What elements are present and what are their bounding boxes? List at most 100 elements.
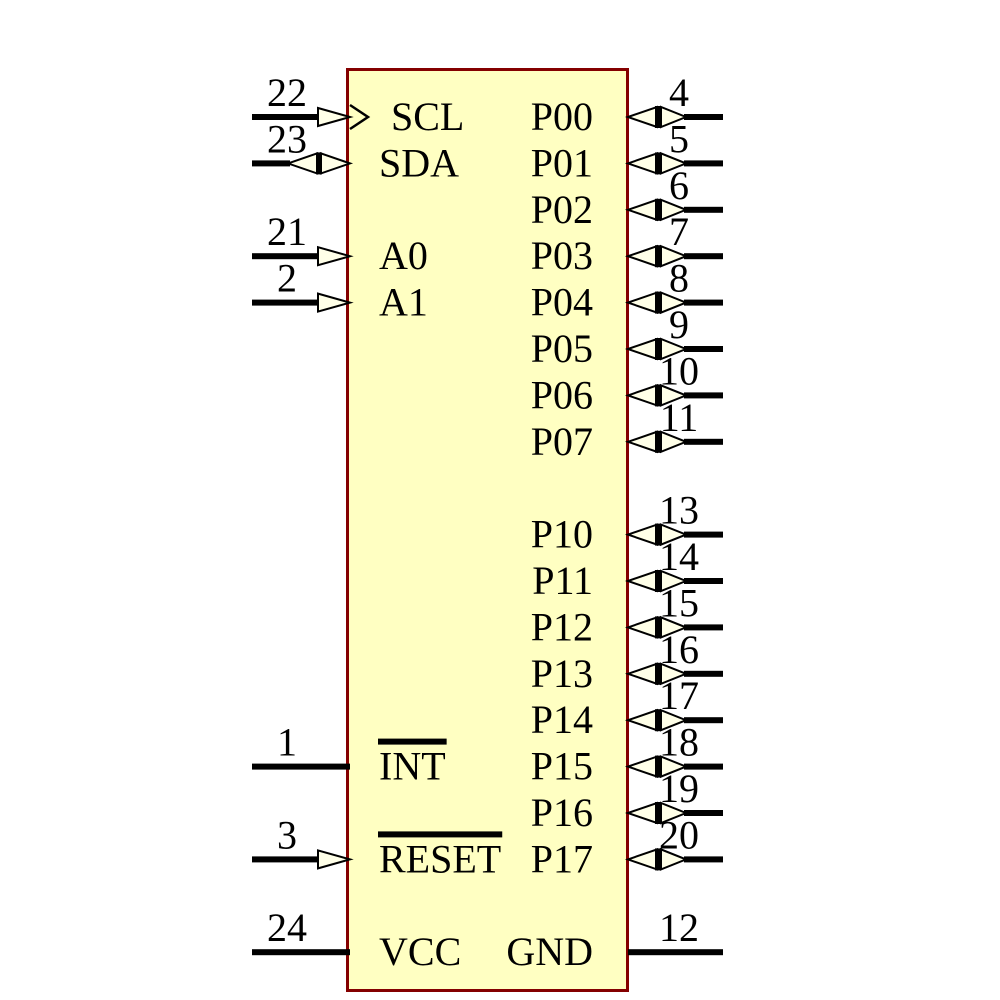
pin-number: 11 bbox=[660, 395, 699, 440]
bidirectional-arrow-icon bbox=[624, 662, 658, 686]
pin-number: 10 bbox=[659, 348, 699, 393]
pin-P04: 8 P04 bbox=[531, 256, 723, 325]
pin-RESET: 3 RESET bbox=[252, 812, 503, 881]
pin-line bbox=[684, 160, 723, 167]
pin-line bbox=[684, 114, 723, 120]
pin-name: P13 bbox=[531, 651, 593, 696]
pin-number: 12 bbox=[659, 905, 699, 950]
input-arrow-icon bbox=[317, 106, 354, 128]
bidirectional-arrow-icon bbox=[624, 523, 658, 547]
pin-name: A0 bbox=[379, 233, 428, 278]
pin-P11: 14 P11 bbox=[532, 534, 723, 603]
pin-A0: 21 A0 bbox=[252, 209, 428, 278]
pin-number: 3 bbox=[277, 812, 297, 857]
input-arrow-icon bbox=[317, 292, 354, 313]
pin-P02: 6 P02 bbox=[531, 163, 723, 232]
pin-name: P15 bbox=[531, 744, 593, 789]
input-arrow-icon bbox=[317, 245, 354, 267]
pin-number: 16 bbox=[659, 627, 699, 672]
pin-line bbox=[684, 624, 723, 631]
arrow-bar bbox=[655, 709, 661, 732]
pin-line bbox=[684, 206, 723, 213]
pin-name: INT bbox=[379, 744, 446, 789]
pin-name: P02 bbox=[531, 187, 593, 232]
pin-name: RESET bbox=[379, 836, 501, 881]
pin-name: SCL bbox=[391, 94, 464, 139]
pin-name: P17 bbox=[531, 836, 593, 881]
active-low-overline bbox=[378, 738, 447, 745]
bidirectional-arrow-icon bbox=[624, 198, 658, 222]
pin-name: P10 bbox=[531, 512, 593, 557]
input-arrow-icon bbox=[317, 849, 354, 870]
pin-VCC: 24 VCC bbox=[252, 905, 461, 974]
pin-number: 4 bbox=[669, 70, 689, 115]
pin-line bbox=[252, 856, 320, 863]
pin-P12: 15 P12 bbox=[531, 580, 723, 649]
pin-line bbox=[684, 253, 723, 260]
pin-name: P11 bbox=[532, 558, 593, 603]
pin-INT: 1 INT bbox=[252, 720, 447, 789]
pin-line bbox=[684, 717, 723, 724]
clock-indicator-icon bbox=[349, 103, 371, 131]
arrow-bar bbox=[316, 152, 322, 175]
pin-name: P14 bbox=[531, 697, 593, 742]
pin-P03: 7 P03 bbox=[531, 209, 723, 278]
pin-P10: 13 P10 bbox=[531, 488, 723, 557]
pin-line bbox=[684, 578, 723, 584]
bidirectional-arrow-icon bbox=[624, 801, 658, 825]
pin-name: A1 bbox=[379, 280, 428, 325]
pin-line bbox=[684, 810, 723, 816]
bidirectional-arrow-icon bbox=[624, 708, 658, 732]
pin-number: 20 bbox=[659, 812, 699, 857]
pin-number: 23 bbox=[267, 116, 307, 161]
arrow-bar bbox=[655, 198, 661, 221]
arrow-bar bbox=[655, 430, 661, 453]
left-pins-layer: 22 SCL 23 SDA 21 A0 2 A1 1 INT 3 RESET 24 VCC bbox=[252, 70, 503, 974]
pin-line bbox=[684, 299, 723, 306]
bidirectional-arrow-icon bbox=[624, 615, 658, 639]
pin-number: 24 bbox=[267, 905, 307, 950]
pin-line bbox=[252, 949, 350, 956]
pin-line bbox=[684, 856, 723, 863]
pin-name: P05 bbox=[531, 326, 593, 371]
pin-P00: 4 P00 bbox=[531, 70, 723, 139]
arrow-bar bbox=[655, 245, 661, 268]
pin-line bbox=[628, 949, 723, 956]
pin-number: 14 bbox=[659, 534, 699, 579]
pin-number: 5 bbox=[669, 116, 689, 161]
pin-number: 8 bbox=[669, 256, 689, 301]
pin-name: SDA bbox=[379, 140, 459, 185]
bidirectional-arrow-icon bbox=[624, 430, 658, 454]
pin-line bbox=[252, 763, 350, 770]
pin-name: P16 bbox=[531, 790, 593, 835]
pin-name: P00 bbox=[531, 94, 593, 139]
pin-SDA: 23 SDA bbox=[252, 116, 459, 185]
pin-name: P12 bbox=[531, 604, 593, 649]
pin-P17: 20 P17 bbox=[531, 812, 723, 881]
pin-number: 13 bbox=[659, 488, 699, 533]
pin-P14: 17 P14 bbox=[531, 673, 723, 742]
pin-name: P03 bbox=[531, 233, 593, 278]
pin-number: 1 bbox=[277, 720, 297, 765]
pin-number: 19 bbox=[659, 766, 699, 811]
arrow-bar bbox=[655, 616, 661, 639]
pin-name: GND bbox=[506, 929, 593, 974]
bidirectional-arrow-icon bbox=[624, 847, 658, 871]
pin-SCL: 22 SCL bbox=[252, 70, 464, 139]
pin-number: 7 bbox=[669, 209, 689, 254]
arrow-bar bbox=[655, 755, 661, 778]
pin-A1: 2 A1 bbox=[252, 256, 428, 325]
pin-line bbox=[252, 299, 320, 306]
pin-line bbox=[252, 114, 320, 120]
pin-name: P06 bbox=[531, 372, 593, 417]
pin-name: VCC bbox=[379, 929, 461, 974]
pin-P13: 16 P13 bbox=[531, 627, 723, 696]
pin-number: 9 bbox=[669, 302, 689, 347]
arrow-bar bbox=[655, 106, 661, 128]
arrow-bar bbox=[655, 384, 661, 407]
pin-line bbox=[684, 392, 723, 399]
pin-number: 6 bbox=[669, 163, 689, 208]
bidirectional-arrow-icon bbox=[624, 755, 658, 779]
